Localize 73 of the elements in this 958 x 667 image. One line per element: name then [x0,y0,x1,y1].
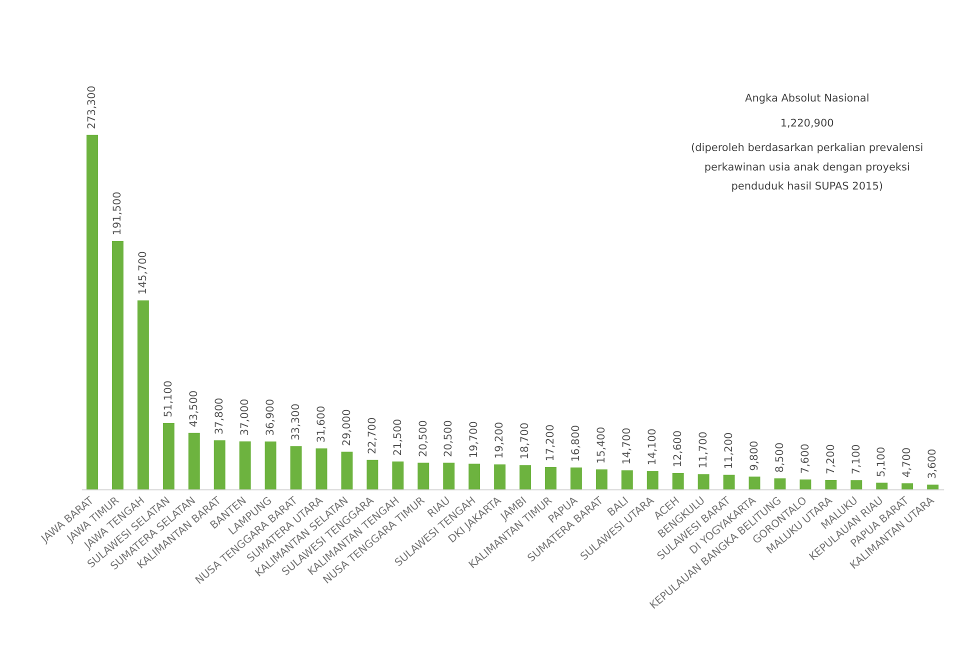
data-label: 5,100 [876,446,888,477]
data-label: 15,400 [596,426,608,464]
text: 1,220,900 [780,117,834,130]
bar [188,432,200,490]
bar [646,471,658,490]
data-label: 36,900 [264,398,276,436]
bar [876,482,888,490]
data-label: 11,200 [722,432,735,470]
data-label: 11,700 [697,432,710,468]
data-label: 7,100 [850,444,862,474]
bar [723,474,735,490]
bar [239,441,251,490]
bar [468,464,480,490]
data-label: 145,700 [137,251,150,295]
data-label: 17,200 [544,424,557,462]
annotation: (diperoleh berdasarkan perkalian prevalensi [690,142,924,154]
data-label: 22,700 [366,417,378,454]
data-label: 12,600 [672,430,684,468]
bar [137,300,149,490]
data-label: 7,200 [824,444,837,474]
bar [494,464,506,490]
data-label: 31,600 [315,406,328,443]
bar [800,479,812,490]
bar [162,423,174,490]
bar [366,460,378,490]
data-label: 29,000 [340,409,353,446]
bar [596,469,608,490]
bar [621,470,633,490]
data-label: 14,100 [646,428,658,466]
data-label: 16,800 [570,425,582,462]
data-label: 20,500 [442,420,455,457]
data-label: 9,800 [748,440,760,471]
data-label: 18,700 [519,422,532,460]
bar [545,467,556,490]
data-label: 20,500 [417,420,430,457]
data-label: 21,500 [392,418,404,456]
data-label: 33,300 [290,404,302,440]
annotation: perkawinan usia anak dengan proyeksi [704,161,910,174]
data-label: 3,600 [926,448,939,479]
bar [850,480,862,490]
bar [774,478,786,490]
bar [290,446,302,490]
data-label: 37,000 [238,398,251,436]
text: Angka Absolut Nasional [745,92,870,104]
data-label: 19,700 [468,421,480,458]
data-label: 14,700 [621,428,634,465]
bar [825,480,837,490]
data-label: 43,500 [188,390,200,428]
bar [392,461,404,490]
data-label: 37,800 [213,398,226,435]
annotation: penduduk hasil SUPAS 2015) [731,180,884,192]
bar [86,134,98,490]
data-label: 19,200 [494,422,506,459]
bar [927,484,939,490]
bar [748,476,760,490]
data-label: 191,500 [112,192,124,236]
bar [443,462,455,490]
bar [672,472,684,490]
data-label: 8,500 [774,442,786,473]
bar [520,465,531,490]
bar [418,462,430,490]
data-label: 7,600 [799,444,812,474]
bar [698,474,710,490]
bar [112,240,124,490]
bar [570,468,582,490]
data-label: 51,100 [162,380,175,418]
bar [902,483,914,490]
bar [264,441,276,490]
data-label: 4,700 [901,447,914,478]
bar [214,440,226,490]
data-label: 273,300 [86,86,98,130]
bar [316,448,328,490]
bar [341,452,353,490]
